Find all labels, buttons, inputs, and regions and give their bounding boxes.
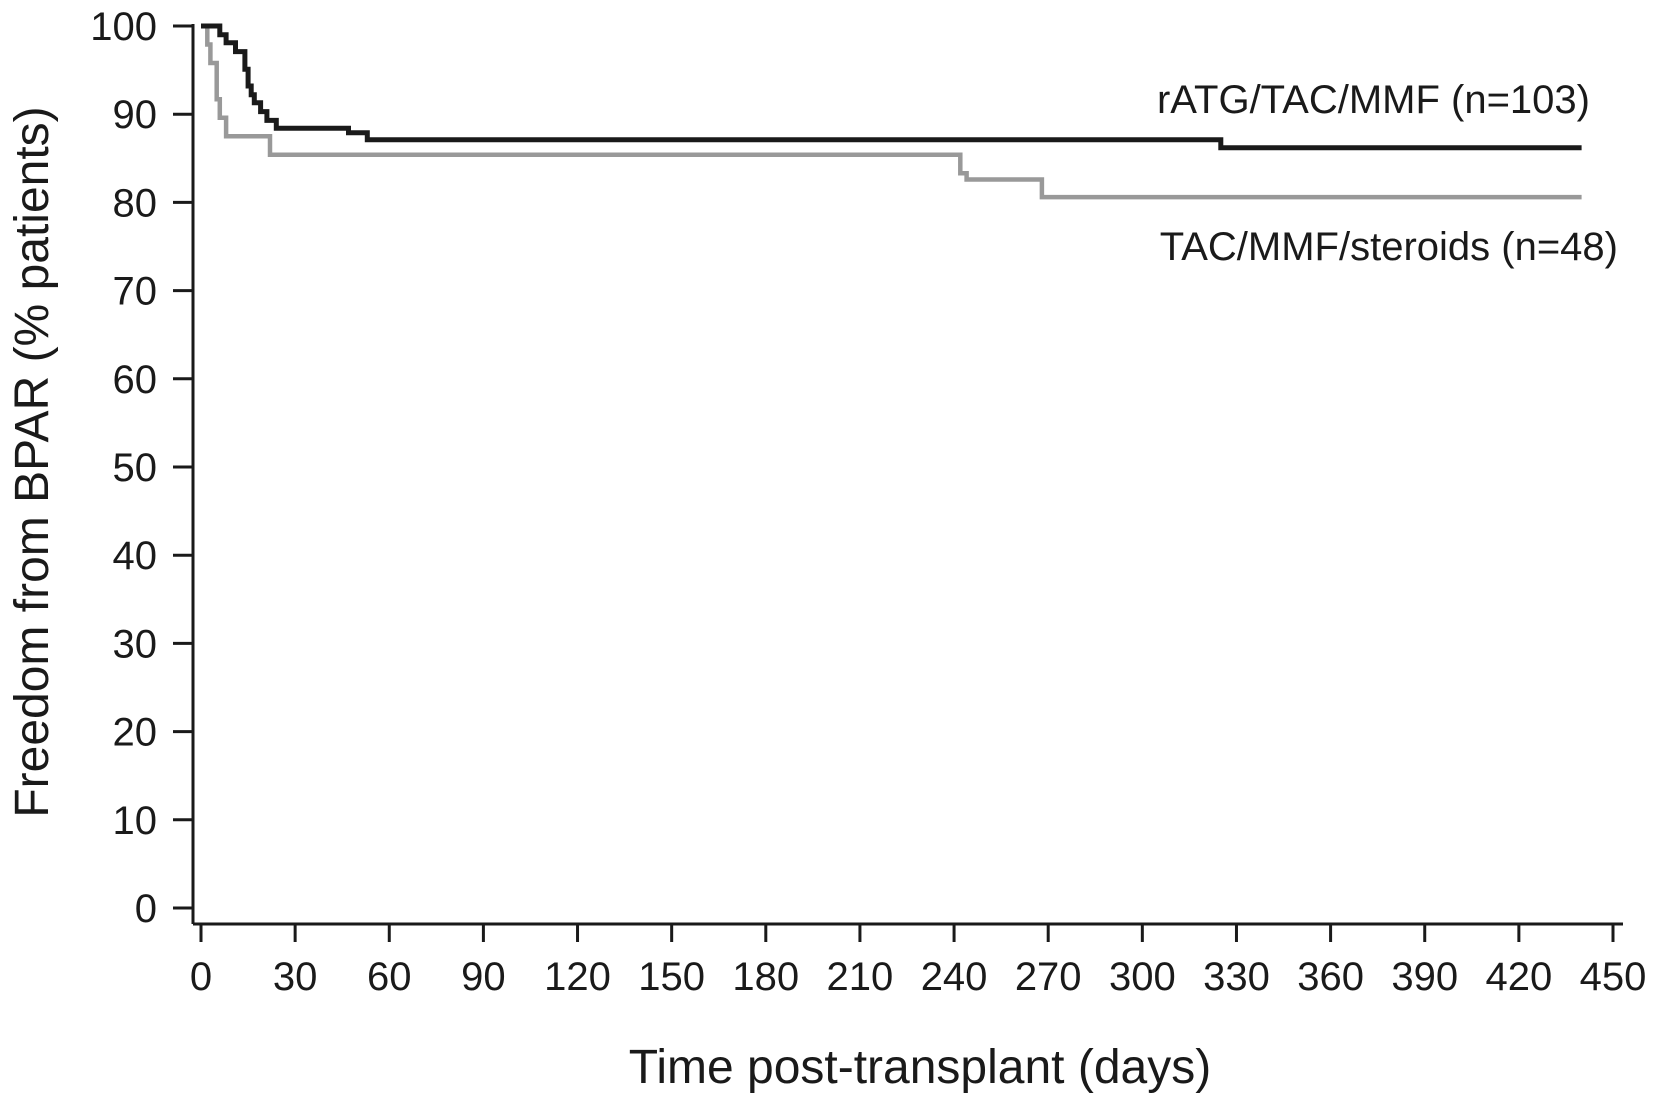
x-tick-label-360: 360: [1297, 955, 1364, 999]
series-label-ratg: rATG/TAC/MMF (n=103): [1157, 78, 1590, 122]
x-axis: 0 30 60 90 120 150 180 210 240 270 300 330 360 390 420…: [190, 922, 1647, 999]
series-line-ratg-tac-mmf: [201, 23, 1582, 151]
y-tick-label-70: 70: [113, 270, 158, 314]
y-tick-label-60: 60: [113, 358, 158, 402]
x-tick-label-330: 330: [1203, 955, 1270, 999]
x-tick-label-300: 300: [1109, 955, 1176, 999]
y-tick-label-20: 20: [113, 711, 158, 755]
x-tick-label-0: 0: [190, 955, 212, 999]
x-tick-label-450: 450: [1580, 955, 1647, 999]
y-axis: 0 10 20 30 40 50 60 70 80 90 100: [90, 5, 195, 931]
x-tick-label-270: 270: [1015, 955, 1082, 999]
series-label-tac: TAC/MMF/steroids (n=48): [1160, 225, 1618, 269]
x-tick-label-240: 240: [921, 955, 988, 999]
y-tick-label-100: 100: [90, 5, 157, 49]
series-line-tac-mmf-steroids: [201, 23, 1582, 200]
y-tick-label-90: 90: [113, 93, 158, 137]
x-tick-label-180: 180: [732, 955, 799, 999]
x-tick-label-120: 120: [544, 955, 611, 999]
y-axis-title: Freedom from BPAR (% patients): [6, 106, 59, 817]
y-tick-label-10: 10: [113, 799, 158, 843]
x-tick-label-390: 390: [1391, 955, 1458, 999]
x-tick-label-210: 210: [827, 955, 894, 999]
x-axis-title: Time post-transplant (days): [629, 1041, 1211, 1094]
x-tick-label-150: 150: [638, 955, 705, 999]
x-tick-label-60: 60: [367, 955, 412, 999]
y-tick-label-40: 40: [113, 534, 158, 578]
y-tick-label-0: 0: [135, 887, 157, 931]
y-tick-label-50: 50: [113, 446, 158, 490]
y-tick-label-80: 80: [113, 181, 158, 225]
series-group: [201, 23, 1582, 200]
x-tick-label-30: 30: [273, 955, 318, 999]
y-tick-label-30: 30: [113, 622, 158, 666]
x-tick-label-420: 420: [1485, 955, 1552, 999]
x-tick-label-90: 90: [461, 955, 506, 999]
